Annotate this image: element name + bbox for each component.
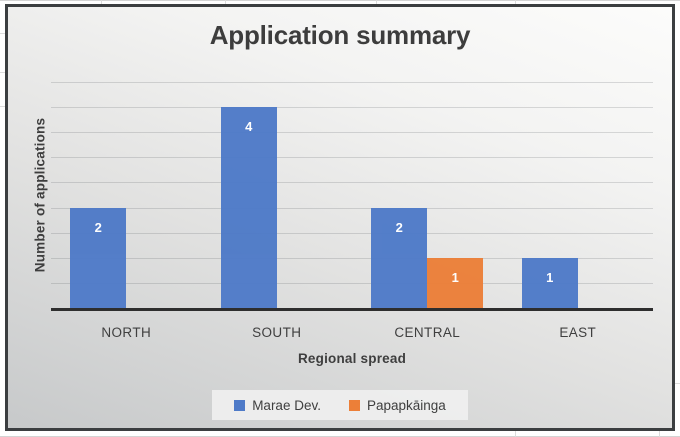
sheet-gridline-stub — [376, 0, 377, 4]
x-axis-title[interactable]: Regional spread — [297, 351, 407, 366]
sheet-gridline-stub — [0, 72, 5, 73]
bar-value-label: 1 — [451, 269, 459, 285]
sheet-gridline-stub — [225, 0, 226, 4]
category-label-south[interactable]: SOUTH — [252, 325, 302, 340]
gridline — [51, 82, 653, 83]
legend[interactable]: Marae Dev. Papapkāinga — [212, 390, 468, 420]
sheet-gridline-stub — [0, 106, 5, 107]
chart-surface[interactable]: Application summary Number of applicatio… — [5, 4, 675, 431]
legend-item-papapk-inga[interactable]: Papapkāinga — [348, 397, 446, 413]
bar-marae-dev-south[interactable]: 4 — [220, 107, 277, 308]
plot-area: 2 4 2 1 1 — [51, 82, 653, 308]
sheet-gridline-stub — [515, 431, 516, 437]
category-label-north[interactable]: NORTH — [101, 325, 152, 340]
bar-marae-dev-north[interactable]: 2 — [70, 207, 127, 308]
gridline — [51, 132, 653, 134]
legend-label: Marae Dev. — [252, 397, 321, 413]
legend-swatch-icon — [348, 399, 360, 411]
sheet-gridline-stub — [675, 383, 680, 384]
gridline — [51, 157, 653, 159]
y-axis-title[interactable]: Number of applications — [32, 117, 48, 273]
x-axis-category-labels: NORTH SOUTH CENTRAL EAST — [51, 325, 653, 343]
bar-papapk-inga-central[interactable]: 1 — [427, 257, 484, 308]
sheet-gridline-stub — [0, 33, 5, 34]
bar-marae-dev-east[interactable]: 1 — [521, 257, 578, 308]
gridline — [51, 207, 653, 209]
legend-swatch-icon — [234, 399, 246, 411]
sheet-gridline-stub — [101, 0, 102, 4]
sheet-gridline-stub — [659, 431, 660, 437]
legend-item-marae-dev[interactable]: Marae Dev. — [234, 398, 321, 413]
bar-value-label: 2 — [395, 219, 403, 235]
screenshot-top-edge — [0, 0, 680, 1]
gridline — [51, 182, 653, 184]
chart-title[interactable]: Application summary — [209, 20, 471, 50]
bar-marae-dev-central[interactable]: 2 — [371, 207, 428, 308]
bar-value-label: 1 — [546, 269, 554, 285]
sheet-gridline-stub — [515, 0, 516, 4]
gridline — [51, 232, 653, 234]
x-axis-line — [51, 308, 653, 311]
category-label-east[interactable]: EAST — [559, 325, 597, 340]
bar-value-label: 4 — [245, 119, 253, 135]
gridline — [51, 107, 653, 109]
legend-label: Papapkāinga — [366, 397, 446, 413]
category-label-central[interactable]: CENTRAL — [394, 325, 461, 340]
bar-value-label: 2 — [94, 219, 102, 235]
gridline — [51, 257, 653, 259]
legend-row: Marae Dev. Papapkāinga — [8, 390, 672, 420]
gridline — [51, 282, 653, 284]
